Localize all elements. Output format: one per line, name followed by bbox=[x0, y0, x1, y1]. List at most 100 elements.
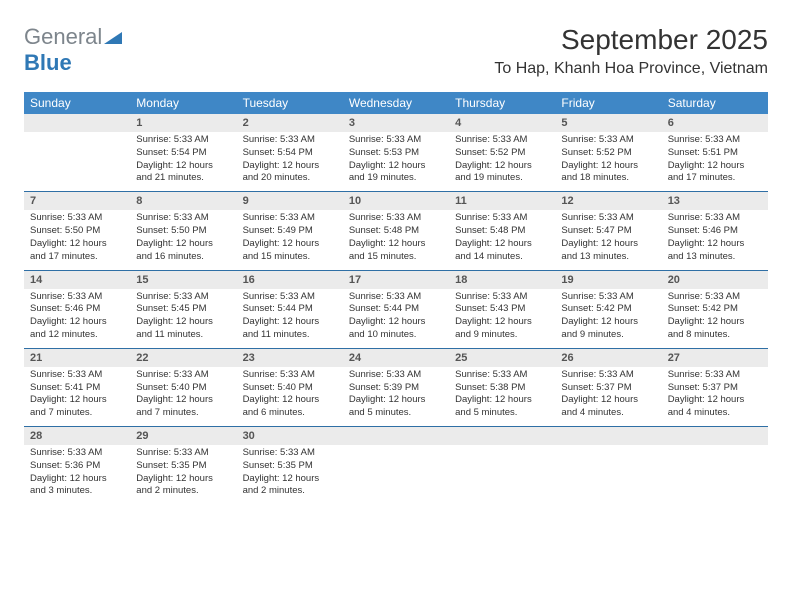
day-cell: Sunrise: 5:33 AMSunset: 5:45 PMDaylight:… bbox=[130, 289, 236, 349]
day-number-row: 123456 bbox=[24, 114, 768, 132]
day-number: 23 bbox=[237, 348, 343, 367]
sunrise-text: Sunrise: 5:33 AM bbox=[243, 134, 337, 147]
logo-text-blue: Blue bbox=[24, 50, 72, 75]
daylight-text: Daylight: 12 hours and 14 minutes. bbox=[455, 238, 549, 264]
daylight-text: Daylight: 12 hours and 15 minutes. bbox=[243, 238, 337, 264]
sunset-text: Sunset: 5:40 PM bbox=[243, 382, 337, 395]
daylight-text: Daylight: 12 hours and 11 minutes. bbox=[136, 316, 230, 342]
day-number: 7 bbox=[24, 192, 130, 211]
day-number: 12 bbox=[555, 192, 661, 211]
day-number: 20 bbox=[662, 270, 768, 289]
sunset-text: Sunset: 5:47 PM bbox=[561, 225, 655, 238]
day-cell: Sunrise: 5:33 AMSunset: 5:43 PMDaylight:… bbox=[449, 289, 555, 349]
day-header-row: Sunday Monday Tuesday Wednesday Thursday… bbox=[24, 92, 768, 114]
daylight-text: Daylight: 12 hours and 11 minutes. bbox=[243, 316, 337, 342]
logo: General Blue bbox=[24, 24, 122, 76]
day-number: 4 bbox=[449, 114, 555, 132]
day-header: Thursday bbox=[449, 92, 555, 114]
daylight-text: Daylight: 12 hours and 20 minutes. bbox=[243, 160, 337, 186]
daylight-text: Daylight: 12 hours and 13 minutes. bbox=[668, 238, 762, 264]
sunset-text: Sunset: 5:42 PM bbox=[561, 303, 655, 316]
day-content-row: Sunrise: 5:33 AMSunset: 5:46 PMDaylight:… bbox=[24, 289, 768, 349]
day-number: 30 bbox=[237, 427, 343, 446]
day-number: 26 bbox=[555, 348, 661, 367]
daylight-text: Daylight: 12 hours and 19 minutes. bbox=[455, 160, 549, 186]
day-cell: Sunrise: 5:33 AMSunset: 5:46 PMDaylight:… bbox=[662, 210, 768, 270]
sunset-text: Sunset: 5:49 PM bbox=[243, 225, 337, 238]
calendar-table: Sunday Monday Tuesday Wednesday Thursday… bbox=[24, 92, 768, 504]
sunrise-text: Sunrise: 5:33 AM bbox=[136, 369, 230, 382]
daylight-text: Daylight: 12 hours and 5 minutes. bbox=[455, 394, 549, 420]
sunrise-text: Sunrise: 5:33 AM bbox=[30, 212, 124, 225]
sunrise-text: Sunrise: 5:33 AM bbox=[455, 369, 549, 382]
day-number: 24 bbox=[343, 348, 449, 367]
day-cell: Sunrise: 5:33 AMSunset: 5:49 PMDaylight:… bbox=[237, 210, 343, 270]
daylight-text: Daylight: 12 hours and 3 minutes. bbox=[30, 473, 124, 499]
sunrise-text: Sunrise: 5:33 AM bbox=[561, 291, 655, 304]
sunrise-text: Sunrise: 5:33 AM bbox=[349, 212, 443, 225]
day-number: 13 bbox=[662, 192, 768, 211]
daylight-text: Daylight: 12 hours and 7 minutes. bbox=[136, 394, 230, 420]
logo-triangle-icon bbox=[104, 24, 122, 50]
sunset-text: Sunset: 5:37 PM bbox=[668, 382, 762, 395]
day-number: 29 bbox=[130, 427, 236, 446]
day-header: Friday bbox=[555, 92, 661, 114]
location-subtitle: To Hap, Khanh Hoa Province, Vietnam bbox=[494, 60, 768, 78]
daylight-text: Daylight: 12 hours and 9 minutes. bbox=[561, 316, 655, 342]
daylight-text: Daylight: 12 hours and 4 minutes. bbox=[668, 394, 762, 420]
daylight-text: Daylight: 12 hours and 21 minutes. bbox=[136, 160, 230, 186]
sunrise-text: Sunrise: 5:33 AM bbox=[561, 369, 655, 382]
daylight-text: Daylight: 12 hours and 8 minutes. bbox=[668, 316, 762, 342]
daylight-text: Daylight: 12 hours and 18 minutes. bbox=[561, 160, 655, 186]
title-block: September 2025 To Hap, Khanh Hoa Provinc… bbox=[494, 24, 768, 78]
day-cell: Sunrise: 5:33 AMSunset: 5:44 PMDaylight:… bbox=[343, 289, 449, 349]
calendar-body: 123456Sunrise: 5:33 AMSunset: 5:54 PMDay… bbox=[24, 114, 768, 504]
day-number: 19 bbox=[555, 270, 661, 289]
day-number: 10 bbox=[343, 192, 449, 211]
day-content-row: Sunrise: 5:33 AMSunset: 5:50 PMDaylight:… bbox=[24, 210, 768, 270]
sunrise-text: Sunrise: 5:33 AM bbox=[455, 212, 549, 225]
sunset-text: Sunset: 5:44 PM bbox=[349, 303, 443, 316]
sunset-text: Sunset: 5:35 PM bbox=[243, 460, 337, 473]
daylight-text: Daylight: 12 hours and 6 minutes. bbox=[243, 394, 337, 420]
day-number bbox=[662, 427, 768, 446]
sunrise-text: Sunrise: 5:33 AM bbox=[30, 369, 124, 382]
day-cell: Sunrise: 5:33 AMSunset: 5:54 PMDaylight:… bbox=[237, 132, 343, 192]
day-header: Tuesday bbox=[237, 92, 343, 114]
sunset-text: Sunset: 5:41 PM bbox=[30, 382, 124, 395]
day-cell: Sunrise: 5:33 AMSunset: 5:46 PMDaylight:… bbox=[24, 289, 130, 349]
sunset-text: Sunset: 5:40 PM bbox=[136, 382, 230, 395]
sunrise-text: Sunrise: 5:33 AM bbox=[136, 447, 230, 460]
day-cell: Sunrise: 5:33 AMSunset: 5:50 PMDaylight:… bbox=[24, 210, 130, 270]
day-cell bbox=[343, 445, 449, 504]
day-cell: Sunrise: 5:33 AMSunset: 5:39 PMDaylight:… bbox=[343, 367, 449, 427]
day-number: 3 bbox=[343, 114, 449, 132]
sunrise-text: Sunrise: 5:33 AM bbox=[243, 291, 337, 304]
daylight-text: Daylight: 12 hours and 10 minutes. bbox=[349, 316, 443, 342]
daylight-text: Daylight: 12 hours and 7 minutes. bbox=[30, 394, 124, 420]
sunset-text: Sunset: 5:36 PM bbox=[30, 460, 124, 473]
sunset-text: Sunset: 5:45 PM bbox=[136, 303, 230, 316]
day-number-row: 78910111213 bbox=[24, 192, 768, 211]
day-cell: Sunrise: 5:33 AMSunset: 5:47 PMDaylight:… bbox=[555, 210, 661, 270]
sunset-text: Sunset: 5:37 PM bbox=[561, 382, 655, 395]
sunrise-text: Sunrise: 5:33 AM bbox=[668, 291, 762, 304]
day-number: 17 bbox=[343, 270, 449, 289]
day-number: 25 bbox=[449, 348, 555, 367]
day-header: Wednesday bbox=[343, 92, 449, 114]
day-number-row: 14151617181920 bbox=[24, 270, 768, 289]
sunrise-text: Sunrise: 5:33 AM bbox=[668, 212, 762, 225]
sunrise-text: Sunrise: 5:33 AM bbox=[349, 291, 443, 304]
sunrise-text: Sunrise: 5:33 AM bbox=[136, 291, 230, 304]
day-number: 1 bbox=[130, 114, 236, 132]
day-number: 14 bbox=[24, 270, 130, 289]
day-cell: Sunrise: 5:33 AMSunset: 5:38 PMDaylight:… bbox=[449, 367, 555, 427]
day-number: 15 bbox=[130, 270, 236, 289]
day-number: 8 bbox=[130, 192, 236, 211]
day-cell: Sunrise: 5:33 AMSunset: 5:40 PMDaylight:… bbox=[237, 367, 343, 427]
day-cell: Sunrise: 5:33 AMSunset: 5:42 PMDaylight:… bbox=[662, 289, 768, 349]
sunset-text: Sunset: 5:43 PM bbox=[455, 303, 549, 316]
sunset-text: Sunset: 5:53 PM bbox=[349, 147, 443, 160]
sunset-text: Sunset: 5:46 PM bbox=[668, 225, 762, 238]
sunset-text: Sunset: 5:42 PM bbox=[668, 303, 762, 316]
